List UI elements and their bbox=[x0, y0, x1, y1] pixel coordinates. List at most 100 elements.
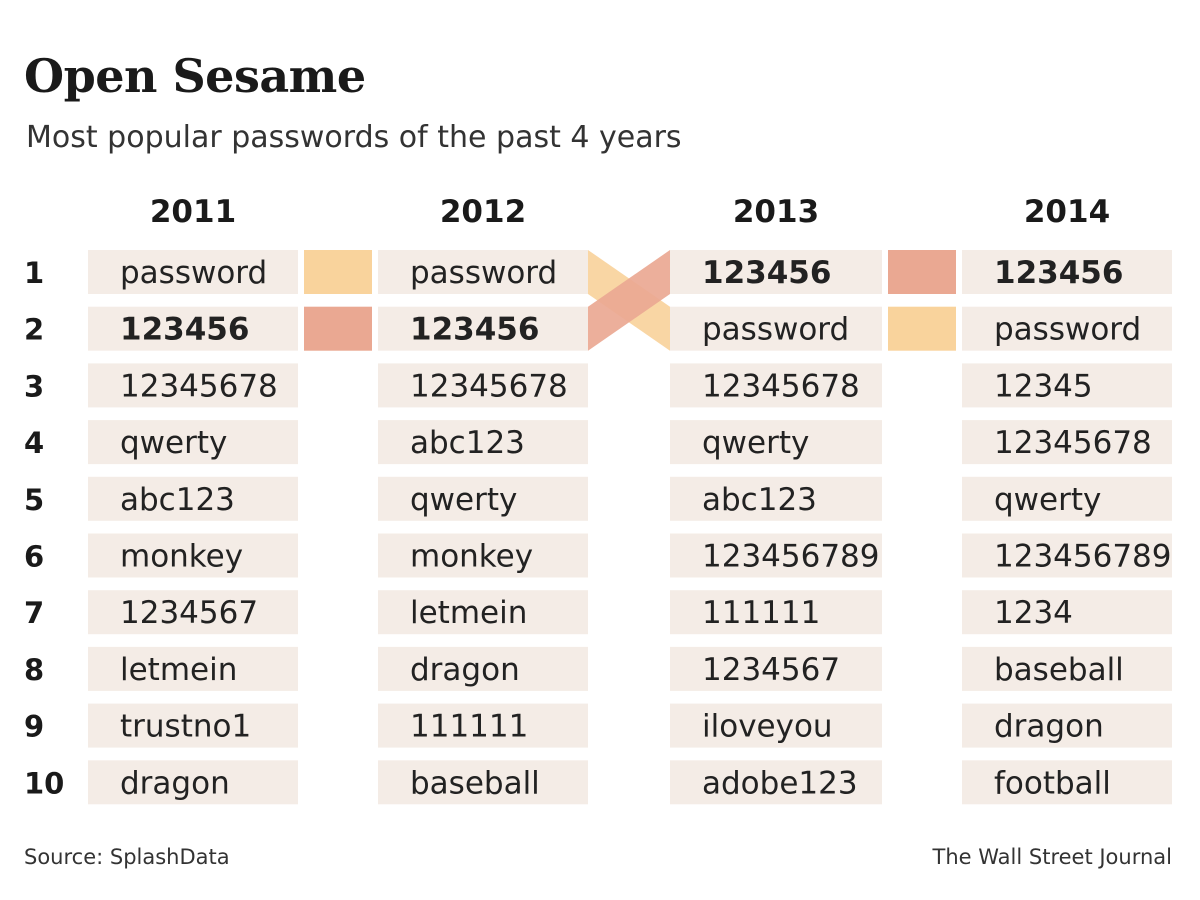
cell-background-2012-7 bbox=[378, 590, 588, 635]
cell-background-2012-10 bbox=[378, 760, 588, 805]
password-2013-rank-3: 12345678 bbox=[702, 368, 860, 404]
password-2012-rank-9: 111111 bbox=[410, 709, 528, 745]
password-2011-rank-7: 1234567 bbox=[120, 595, 258, 631]
rank-label-3: 3 bbox=[24, 369, 44, 403]
password-2013-rank-4: qwerty bbox=[702, 425, 809, 461]
cell-background-2011-5 bbox=[88, 476, 298, 521]
band-123456-2012-2013 bbox=[588, 250, 670, 351]
cell-background-2012-3 bbox=[378, 363, 588, 408]
chart-title: Open Sesame bbox=[24, 49, 366, 103]
cell-background-2011-8 bbox=[88, 646, 298, 691]
password-2014-rank-3: 12345 bbox=[994, 368, 1093, 404]
password-2012-rank-2: 123456 bbox=[410, 312, 539, 348]
year-header-2013: 2013 bbox=[733, 194, 819, 230]
rank-label-1: 1 bbox=[24, 256, 44, 290]
password-2011-rank-5: abc123 bbox=[120, 482, 235, 518]
cell-background-2013-1 bbox=[670, 250, 882, 294]
password-2014-rank-6: 123456789 bbox=[994, 539, 1172, 575]
rank-label-8: 8 bbox=[24, 653, 44, 687]
password-2011-rank-2: 123456 bbox=[120, 312, 249, 348]
cell-background-2014-1 bbox=[962, 250, 1172, 294]
password-2014-rank-1: 123456 bbox=[994, 255, 1123, 291]
cell-background-2013-8 bbox=[670, 646, 882, 691]
cell-background-2012-9 bbox=[378, 703, 588, 748]
password-2012-rank-8: dragon bbox=[410, 652, 520, 688]
cell-background-2014-5 bbox=[962, 476, 1172, 521]
cell-background-2013-5 bbox=[670, 476, 882, 521]
cell-background-2014-2 bbox=[962, 306, 1172, 351]
cell-background-2013-7 bbox=[670, 590, 882, 635]
password-2012-rank-7: letmein bbox=[410, 595, 527, 631]
cell-background-2011-7 bbox=[88, 590, 298, 635]
rank-label-9: 9 bbox=[24, 710, 44, 744]
cell-background-2011-2 bbox=[88, 306, 298, 351]
band-123456-2011-2012 bbox=[304, 306, 372, 351]
rank-label-5: 5 bbox=[24, 483, 44, 517]
password-2014-rank-4: 12345678 bbox=[994, 425, 1152, 461]
password-2012-rank-1: password bbox=[410, 255, 557, 291]
password-2013-rank-1: 123456 bbox=[702, 255, 831, 291]
password-2012-rank-5: qwerty bbox=[410, 482, 517, 518]
connector-bands bbox=[304, 250, 956, 351]
cell-background-2014-10 bbox=[962, 760, 1172, 805]
rank-label-6: 6 bbox=[24, 540, 44, 574]
cell-background-2013-10 bbox=[670, 760, 882, 805]
cell-background-2014-4 bbox=[962, 420, 1172, 465]
cell-background-2013-2 bbox=[670, 306, 882, 351]
cell-background-2012-4 bbox=[378, 420, 588, 465]
year-headers: 2011 2012 2013 2014 bbox=[150, 194, 1110, 230]
password-2013-rank-2: password bbox=[702, 312, 849, 348]
cell-background-2014-3 bbox=[962, 363, 1172, 408]
password-2013-rank-8: 1234567 bbox=[702, 652, 840, 688]
publisher-credit: The Wall Street Journal bbox=[932, 845, 1172, 869]
cell-background-2011-6 bbox=[88, 533, 298, 578]
password-2012-rank-6: monkey bbox=[410, 539, 533, 575]
year-header-2012: 2012 bbox=[440, 194, 526, 230]
password-2011-rank-10: dragon bbox=[120, 765, 230, 801]
password-2012-rank-3: 12345678 bbox=[410, 368, 568, 404]
cell-background-2012-5 bbox=[378, 476, 588, 521]
rank-label-2: 2 bbox=[24, 313, 44, 347]
password-2011-rank-9: trustno1 bbox=[120, 709, 251, 745]
cell-background-2014-8 bbox=[962, 646, 1172, 691]
cell-background-2011-4 bbox=[88, 420, 298, 465]
password-2012-rank-4: abc123 bbox=[410, 425, 525, 461]
password-2011-rank-1: password bbox=[120, 255, 267, 291]
band-password-2013-2014 bbox=[888, 306, 956, 351]
cell-background-2013-9 bbox=[670, 703, 882, 748]
cell-background-2013-3 bbox=[670, 363, 882, 408]
rank-labels: 1 2 3 4 5 6 7 8 9 10 bbox=[24, 256, 64, 800]
password-2011-rank-8: letmein bbox=[120, 652, 237, 688]
cell-background-2013-4 bbox=[670, 420, 882, 465]
password-2014-rank-8: baseball bbox=[994, 652, 1124, 688]
cell-background-2014-9 bbox=[962, 703, 1172, 748]
cell-background-2011-10 bbox=[88, 760, 298, 805]
band-123456-2013-2014 bbox=[888, 250, 956, 294]
source-note: Source: SplashData bbox=[24, 845, 230, 869]
password-2013-rank-10: adobe123 bbox=[702, 765, 858, 801]
cell-background-2013-6 bbox=[670, 533, 882, 578]
cell-background-2011-1 bbox=[88, 250, 298, 294]
cell-background-2011-9 bbox=[88, 703, 298, 748]
password-2014-rank-10: football bbox=[994, 765, 1111, 801]
rank-label-10: 10 bbox=[24, 766, 64, 800]
password-2013-rank-6: 123456789 bbox=[702, 539, 880, 575]
chart-subtitle: Most popular passwords of the past 4 yea… bbox=[26, 120, 682, 155]
cell-background-2014-6 bbox=[962, 533, 1172, 578]
password-2013-rank-9: iloveyou bbox=[702, 709, 833, 745]
password-2013-rank-7: 111111 bbox=[702, 595, 820, 631]
band-password-2011-2012 bbox=[304, 250, 372, 294]
password-2011-rank-4: qwerty bbox=[120, 425, 227, 461]
rank-label-7: 7 bbox=[24, 596, 44, 630]
rank-label-4: 4 bbox=[24, 426, 44, 460]
cell-background-2012-6 bbox=[378, 533, 588, 578]
password-2014-rank-5: qwerty bbox=[994, 482, 1101, 518]
year-header-2014: 2014 bbox=[1024, 194, 1110, 230]
year-header-2011: 2011 bbox=[150, 194, 236, 230]
cell-background-2012-1 bbox=[378, 250, 588, 294]
password-2012-rank-10: baseball bbox=[410, 765, 540, 801]
password-2013-rank-5: abc123 bbox=[702, 482, 817, 518]
cell-background-2012-8 bbox=[378, 646, 588, 691]
cell-background-2014-7 bbox=[962, 590, 1172, 635]
